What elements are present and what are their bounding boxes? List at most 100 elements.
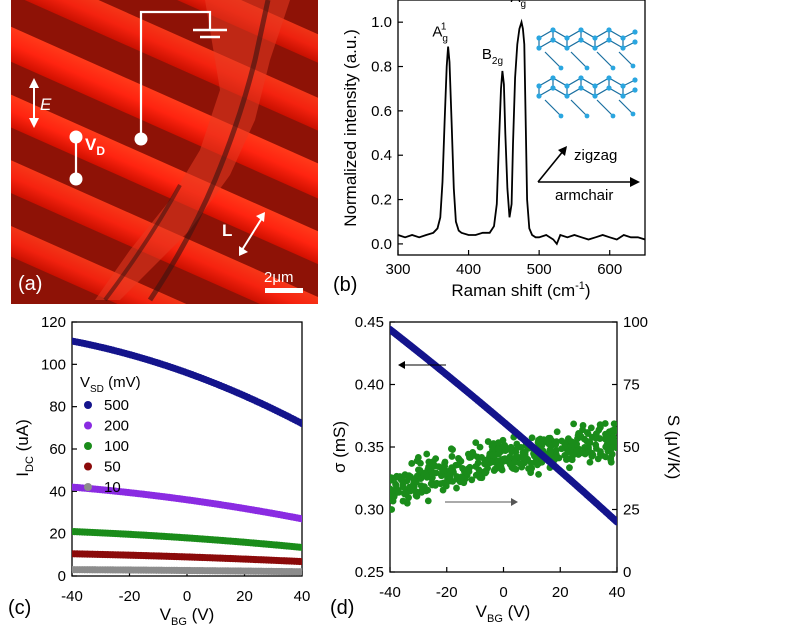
panel-d-point-seebeck xyxy=(604,439,612,447)
panel-d-point-seebeck xyxy=(604,434,611,442)
panel-c-ticks: -40 -20 0 20 40 0 20 40 60 80 100 120 xyxy=(41,314,310,605)
panel-d-ytick-left-label: 0.30 xyxy=(355,502,384,519)
panel-d-point-seebeck xyxy=(535,436,542,444)
panel-c-legend-label: 500 xyxy=(104,397,129,414)
panel-a-scale-bar xyxy=(265,288,303,293)
panel-d-point-seebeck xyxy=(414,454,422,461)
panel-d-xtick-label: 40 xyxy=(609,584,626,601)
panel-c-xtick-label: -40 xyxy=(61,588,83,605)
panel-d-point-seebeck xyxy=(495,450,503,458)
panel-d-point-seebeck xyxy=(490,467,498,474)
panel-a-flake-edge xyxy=(147,0,271,302)
panel-d-point-seebeck xyxy=(583,429,591,436)
panel-d-ytick-left-label: 0.45 xyxy=(355,314,384,331)
panel-d-point-seebeck xyxy=(566,464,573,472)
panel-a-scale-label: 2μm xyxy=(264,269,293,286)
panel-c-legend-marker xyxy=(84,462,92,471)
panel-d-point-seebeck xyxy=(395,488,403,496)
panel-d-point-seebeck xyxy=(607,456,615,464)
panel-d-point-seebeck xyxy=(575,429,582,437)
panel-b-peak-label: Ag2 xyxy=(511,0,527,10)
panel-d-point-seebeck xyxy=(421,483,428,491)
panel-d-point-seebeck xyxy=(519,452,527,459)
panel-a-vd-dot-2 xyxy=(69,172,83,186)
panel-c-xtick-label: 20 xyxy=(236,588,253,605)
panel-d-point-seebeck xyxy=(488,442,496,450)
panel-d-point-sigma xyxy=(613,518,617,526)
panel-d-point-seebeck xyxy=(593,430,600,438)
panel-d-xtick-label: -20 xyxy=(436,584,458,601)
panel-d-point-seebeck xyxy=(513,440,521,448)
panel-b-xlabel: Raman shift (cm-1) xyxy=(451,280,590,300)
panel-c: -40 -20 0 20 40 0 20 40 60 80 100 120 VSD (mV) 500 20… xyxy=(8,314,310,628)
panel-d-point-seebeck xyxy=(460,479,468,487)
panel-d-xtick-label: 20 xyxy=(552,584,569,601)
panel-d-xtick-label: 0 xyxy=(499,584,507,601)
panel-b-peak-labels: Ag1 B2g Ag2 xyxy=(432,0,526,67)
panel-b-ytick-label: 0.6 xyxy=(371,103,392,120)
panel-d-point-seebeck xyxy=(588,452,596,460)
panel-d-point-seebeck xyxy=(391,474,399,482)
panel-a-e-arrow-head-1 xyxy=(29,78,39,88)
panel-d-point-seebeck xyxy=(481,460,488,468)
panel-b-zigzag-arrow xyxy=(537,149,565,183)
panel-c-legend-marker xyxy=(84,401,92,409)
panel-c-legend-label: 200 xyxy=(104,418,129,435)
panel-b-ticks: 300 400 500 600 0.0 0.2 0.4 0.6 0.8 1.0 xyxy=(371,14,622,278)
panel-d-point-seebeck xyxy=(453,484,460,492)
panel-d-point-seebeck xyxy=(558,445,565,453)
panel-b-zigzag-arrow-head xyxy=(558,146,567,156)
panel-d-point-seebeck xyxy=(524,455,532,463)
panel-b-ytick-label: 0.4 xyxy=(371,147,392,164)
panel-d-point-seebeck xyxy=(527,469,535,476)
panel-b-spectrum-line xyxy=(398,18,645,246)
panel-b-armchair-label: armchair xyxy=(555,187,613,204)
panel-b-xtick-label: 400 xyxy=(456,261,481,278)
panel-d-point-seebeck xyxy=(573,447,581,455)
panel-d-point-seebeck xyxy=(454,461,462,469)
panel-d-point-seebeck xyxy=(439,486,447,494)
panel-d-point-seebeck xyxy=(481,469,489,477)
panel-c-ytick-label: 100 xyxy=(41,356,66,373)
panel-b-inset-structure xyxy=(536,27,638,119)
panel-d-ylabel-left: σ (mS) xyxy=(330,421,349,473)
panel-d-point-seebeck xyxy=(424,497,432,505)
panel-d-point-seebeck xyxy=(540,436,548,444)
panel-d-point-seebeck xyxy=(408,460,416,467)
panel-c-point-500 xyxy=(298,420,302,428)
panel-d-point-seebeck xyxy=(468,476,476,484)
panel-b: 300 400 500 600 0.0 0.2 0.4 0.6 0.8 1.0 xyxy=(333,0,646,300)
panel-c-legend-label: 50 xyxy=(104,459,121,476)
panel-d-point-seebeck xyxy=(507,443,515,451)
panel-d-point-seebeck xyxy=(405,473,413,481)
panel-d-point-seebeck xyxy=(597,448,604,455)
panel-c-point-10 xyxy=(298,568,302,576)
panel-d-xlabel: VBG (V) xyxy=(476,602,531,625)
panel-a-l-arrow-head-1 xyxy=(256,212,265,222)
panel-d-sigma-arrow-head xyxy=(398,361,405,369)
panel-d-point-seebeck xyxy=(596,421,604,429)
panel-d-point-seebeck xyxy=(399,497,407,505)
panel-d: -40 -20 0 20 40 0.25 0.30 0.35 0.40 0.45 0 25 50 75 10… xyxy=(330,314,683,625)
panel-a-flake-edge-2 xyxy=(103,184,182,302)
panel-d-point-seebeck xyxy=(476,474,484,481)
panel-c-legend-label: 100 xyxy=(104,438,129,455)
panel-a-l-arrow-head-2 xyxy=(239,246,248,256)
panel-d-point-seebeck xyxy=(458,473,465,481)
panel-c-xtick-label: -20 xyxy=(119,588,141,605)
panel-d-point-seebeck xyxy=(412,492,420,500)
panel-d-point-seebeck xyxy=(441,458,449,466)
panel-d-point-seebeck xyxy=(553,428,561,436)
panel-d-point-seebeck xyxy=(511,459,518,467)
panel-c-ytick-label: 0 xyxy=(58,568,66,585)
panel-d-point-seebeck xyxy=(401,489,409,497)
panel-d-point-seebeck xyxy=(579,422,587,429)
panel-d-point-seebeck xyxy=(476,443,484,451)
panel-d-point-seebeck xyxy=(611,426,617,434)
panel-d-point-seebeck xyxy=(497,462,505,470)
panel-d-point-seebeck xyxy=(509,465,517,472)
panel-d-point-seebeck xyxy=(427,480,435,488)
panel-b-armchair-arrow-head xyxy=(630,177,640,187)
panel-d-point-seebeck xyxy=(410,476,418,484)
panel-c-xlabel: VBG (V) xyxy=(160,605,215,628)
